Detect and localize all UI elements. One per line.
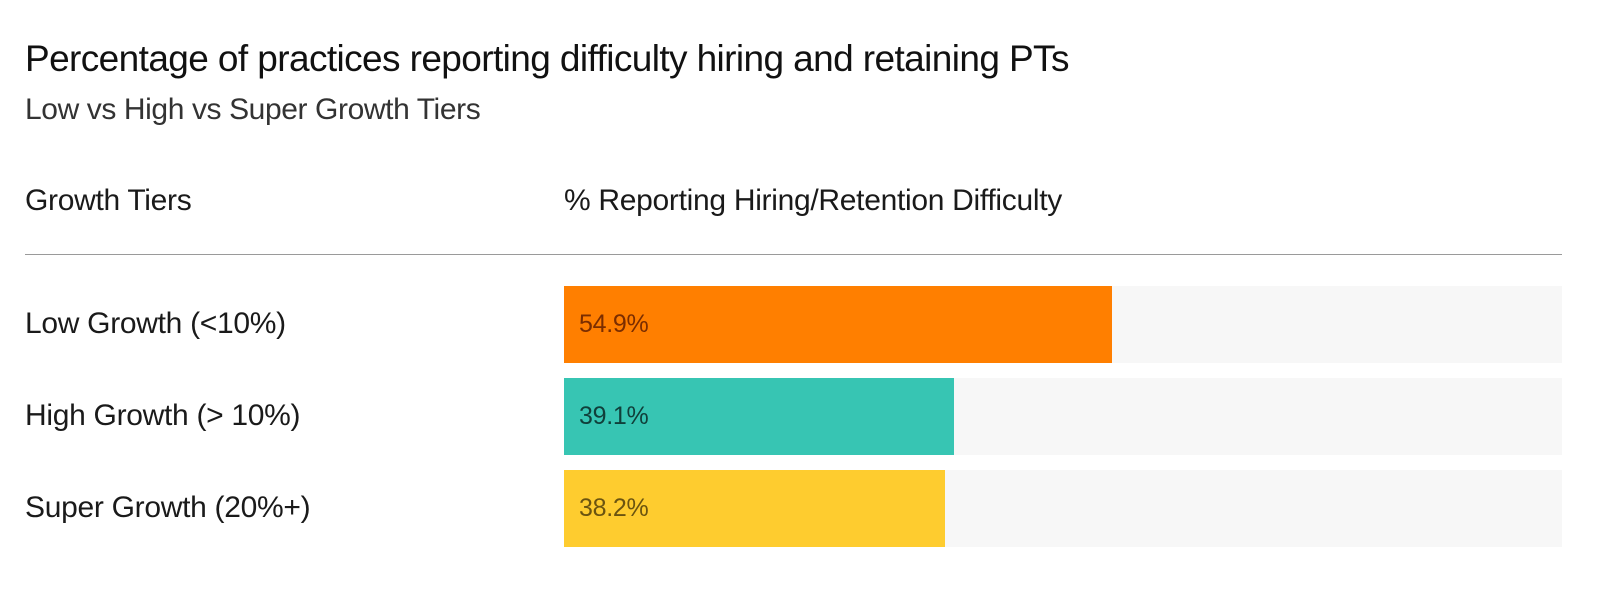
- bar-track: 38.2%: [564, 470, 1562, 547]
- bar: 38.2%: [564, 470, 946, 547]
- category-label: Low Growth (<10%): [25, 307, 286, 340]
- chart-subtitle: Low vs High vs Super Growth Tiers: [25, 93, 481, 126]
- chart-title: Percentage of practices reporting diffic…: [25, 38, 1069, 79]
- bar-value-label: 39.1%: [579, 402, 649, 430]
- bar-value-label: 38.2%: [579, 494, 649, 522]
- bar-value-label: 54.9%: [579, 310, 649, 338]
- bar-track: 54.9%: [564, 286, 1562, 363]
- header-divider: [25, 254, 1562, 255]
- bar: 39.1%: [564, 378, 955, 455]
- value-column-header: % Reporting Hiring/Retention Difficulty: [564, 184, 1062, 217]
- bar: 54.9%: [564, 286, 1112, 363]
- category-label: High Growth (> 10%): [25, 399, 301, 432]
- category-column-header: Growth Tiers: [25, 184, 192, 217]
- bar-track: 39.1%: [564, 378, 1562, 455]
- category-label: Super Growth (20%+): [25, 491, 311, 524]
